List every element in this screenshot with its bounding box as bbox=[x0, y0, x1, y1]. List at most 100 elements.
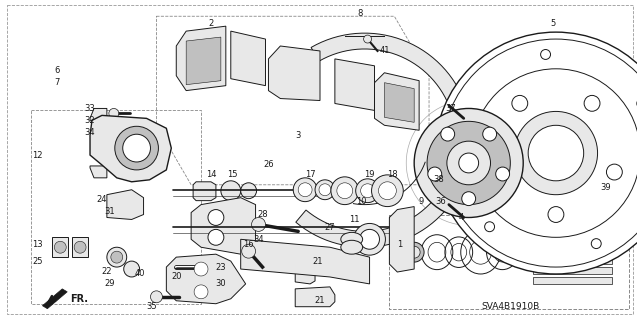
Circle shape bbox=[447, 141, 490, 185]
Circle shape bbox=[459, 153, 479, 173]
Text: 21: 21 bbox=[315, 296, 325, 305]
Circle shape bbox=[293, 178, 317, 202]
Circle shape bbox=[331, 177, 358, 204]
Polygon shape bbox=[385, 83, 414, 122]
Circle shape bbox=[607, 164, 622, 180]
Polygon shape bbox=[231, 31, 266, 85]
Circle shape bbox=[428, 167, 442, 181]
Polygon shape bbox=[241, 239, 369, 284]
Text: 28: 28 bbox=[257, 210, 268, 219]
Text: 36: 36 bbox=[436, 197, 446, 206]
Circle shape bbox=[584, 95, 600, 111]
Text: 18: 18 bbox=[387, 170, 397, 179]
Text: 4: 4 bbox=[458, 213, 463, 222]
Bar bbox=[533, 267, 612, 274]
Text: 22: 22 bbox=[102, 266, 112, 276]
Text: 8: 8 bbox=[357, 9, 362, 18]
Circle shape bbox=[54, 241, 66, 253]
Bar bbox=[389, 214, 629, 309]
Text: 24: 24 bbox=[97, 195, 107, 204]
Text: 11: 11 bbox=[349, 215, 360, 224]
Circle shape bbox=[241, 183, 257, 199]
Text: 26: 26 bbox=[263, 160, 274, 169]
Text: 39: 39 bbox=[600, 183, 611, 192]
Circle shape bbox=[208, 229, 224, 245]
Text: 9: 9 bbox=[419, 197, 424, 206]
Text: 37: 37 bbox=[445, 104, 456, 113]
Circle shape bbox=[378, 182, 396, 200]
Circle shape bbox=[115, 126, 159, 170]
Bar bbox=[533, 257, 612, 264]
Text: 7: 7 bbox=[54, 78, 60, 87]
Circle shape bbox=[107, 247, 127, 267]
Circle shape bbox=[194, 285, 208, 299]
Polygon shape bbox=[374, 73, 419, 130]
Polygon shape bbox=[72, 237, 88, 257]
Polygon shape bbox=[389, 207, 414, 272]
Circle shape bbox=[208, 210, 224, 226]
Polygon shape bbox=[166, 254, 246, 304]
Circle shape bbox=[242, 244, 255, 258]
Text: 29: 29 bbox=[104, 279, 115, 288]
Text: 15: 15 bbox=[227, 170, 238, 179]
Text: 35: 35 bbox=[146, 302, 157, 311]
Ellipse shape bbox=[341, 240, 363, 254]
Text: FR.: FR. bbox=[70, 294, 88, 304]
Polygon shape bbox=[107, 190, 143, 219]
Text: SVA4B1910B: SVA4B1910B bbox=[481, 302, 540, 311]
Polygon shape bbox=[191, 198, 255, 254]
Circle shape bbox=[315, 180, 335, 200]
Circle shape bbox=[414, 108, 524, 218]
Text: 30: 30 bbox=[216, 279, 226, 288]
Polygon shape bbox=[268, 46, 320, 100]
Circle shape bbox=[528, 125, 584, 181]
Polygon shape bbox=[90, 166, 107, 178]
Circle shape bbox=[123, 134, 150, 162]
Text: 23: 23 bbox=[216, 263, 226, 271]
Text: 34: 34 bbox=[253, 235, 264, 244]
Circle shape bbox=[102, 129, 110, 137]
Polygon shape bbox=[52, 237, 68, 257]
Circle shape bbox=[490, 164, 506, 180]
Text: 33: 33 bbox=[84, 104, 95, 113]
Circle shape bbox=[252, 218, 266, 231]
Circle shape bbox=[427, 121, 510, 204]
Circle shape bbox=[515, 111, 598, 195]
Circle shape bbox=[124, 261, 140, 277]
Circle shape bbox=[441, 127, 454, 141]
Circle shape bbox=[404, 242, 424, 262]
Polygon shape bbox=[296, 33, 472, 247]
Text: 10: 10 bbox=[356, 197, 367, 206]
Bar bbox=[533, 277, 612, 284]
Text: 32: 32 bbox=[84, 116, 95, 125]
Circle shape bbox=[512, 95, 528, 111]
Text: 38: 38 bbox=[433, 175, 444, 184]
Text: 16: 16 bbox=[243, 240, 254, 249]
Text: 21: 21 bbox=[313, 256, 323, 266]
Polygon shape bbox=[90, 108, 107, 120]
Polygon shape bbox=[193, 182, 216, 201]
Circle shape bbox=[541, 49, 550, 59]
Circle shape bbox=[457, 117, 467, 127]
Text: 19: 19 bbox=[364, 170, 375, 179]
Circle shape bbox=[435, 32, 640, 274]
Circle shape bbox=[360, 229, 380, 249]
Text: 5: 5 bbox=[550, 19, 556, 28]
Circle shape bbox=[637, 99, 640, 108]
Text: 41: 41 bbox=[379, 47, 390, 56]
Text: 13: 13 bbox=[32, 240, 43, 249]
Circle shape bbox=[461, 192, 476, 205]
Text: 20: 20 bbox=[171, 272, 182, 281]
Text: 25: 25 bbox=[32, 256, 43, 266]
Circle shape bbox=[364, 35, 372, 43]
Circle shape bbox=[484, 222, 495, 232]
Circle shape bbox=[372, 175, 403, 207]
Text: 1: 1 bbox=[397, 240, 402, 249]
Circle shape bbox=[356, 179, 380, 203]
Polygon shape bbox=[176, 26, 226, 91]
Circle shape bbox=[194, 262, 208, 276]
Ellipse shape bbox=[341, 232, 363, 246]
Circle shape bbox=[591, 239, 601, 249]
Text: 6: 6 bbox=[54, 66, 60, 75]
Polygon shape bbox=[90, 115, 172, 182]
